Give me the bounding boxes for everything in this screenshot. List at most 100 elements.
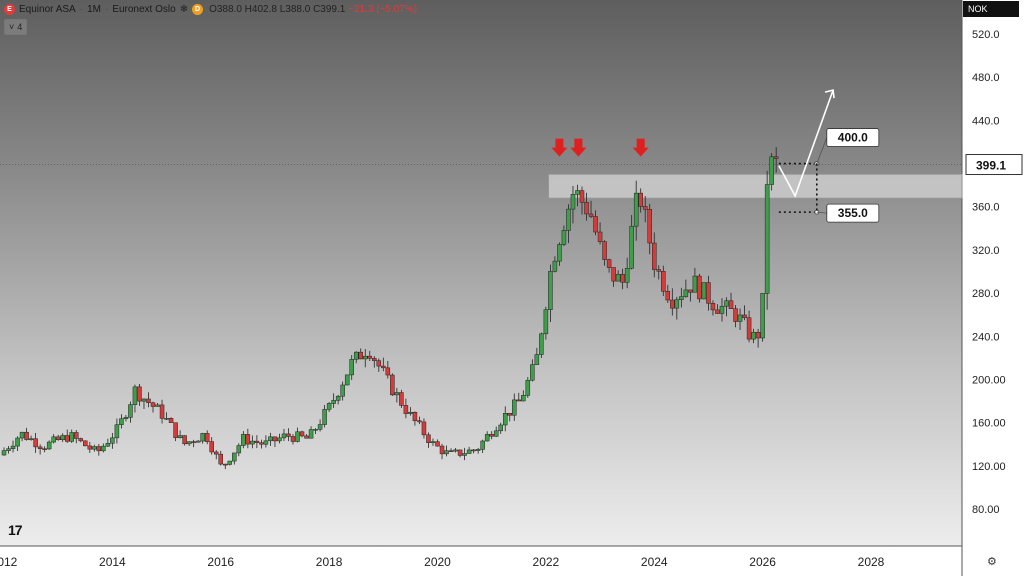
x-tick-label: 2024 — [641, 555, 668, 569]
y-tick-label: 520.0 — [972, 29, 1000, 41]
candle-body — [19, 431, 25, 439]
candle-body — [719, 305, 725, 314]
candle-body — [213, 451, 219, 455]
tradingview-logo: 17 — [8, 522, 23, 538]
candle-body — [475, 449, 481, 451]
candle-body — [74, 432, 79, 439]
candle-body — [344, 374, 350, 386]
candle-body — [37, 446, 43, 450]
target-label-box — [826, 203, 880, 223]
candle-body — [679, 296, 684, 300]
candle-body — [123, 417, 129, 419]
candle-body — [83, 440, 88, 447]
candle-body — [548, 271, 553, 310]
candle-body — [28, 438, 34, 440]
candle-body — [101, 445, 106, 452]
candle-body — [363, 355, 368, 360]
candle-body — [96, 446, 102, 452]
candle-body — [493, 430, 499, 437]
candle-body — [141, 398, 147, 402]
candle-body — [335, 395, 341, 401]
candle-body — [642, 206, 648, 210]
candle-body — [403, 405, 409, 414]
candle-body — [710, 303, 716, 311]
candle-body — [295, 431, 300, 442]
candle-body — [588, 213, 594, 217]
candle-body — [534, 354, 540, 365]
candle-body — [159, 404, 165, 419]
y-tick-label: 160.00 — [972, 418, 1006, 430]
candle-body — [326, 403, 332, 410]
candle-body — [304, 435, 309, 439]
candle-body — [128, 404, 133, 418]
candle-body — [33, 438, 38, 448]
price-axis-panel — [962, 0, 1024, 576]
separator-dot: · — [104, 3, 109, 15]
ohlc-values: O388.0 H402.8 L388.0 C399.1 −21.3 (−5.07… — [209, 4, 417, 15]
candle-body — [78, 438, 84, 442]
candle-body — [137, 386, 142, 402]
candle-body — [773, 156, 779, 159]
dividend-badge[interactable]: D — [192, 3, 204, 15]
y-tick-label: 320.0 — [972, 245, 1000, 257]
indicators-toggle-button[interactable]: ˅ 4 — [4, 19, 28, 35]
candle-body — [119, 418, 124, 425]
candle-body — [597, 231, 603, 242]
y-tick-label: 240.0 — [972, 331, 1000, 343]
candle-body — [724, 300, 729, 307]
chevron-down-icon: ˅ — [9, 22, 15, 32]
last-price-box — [965, 154, 1023, 176]
candle-body — [105, 443, 111, 447]
chart-header: E Equinor ASA · 1M · Euronext Oslo ❄ D O… — [4, 2, 417, 16]
candle-body — [453, 449, 458, 452]
candle-body — [6, 448, 11, 451]
candle-body — [602, 241, 607, 260]
interval-label[interactable]: 1M — [87, 3, 101, 15]
candle-body — [10, 445, 16, 449]
candle-body — [308, 429, 314, 439]
gear-icon[interactable]: ⚙ — [987, 556, 997, 568]
candle-body — [466, 449, 472, 454]
candle-body — [281, 433, 287, 439]
candle-body — [701, 282, 707, 300]
exchange-label: Euronext Oslo — [112, 3, 176, 15]
symbol-name[interactable]: Equinor ASA — [19, 3, 76, 15]
candle-body — [733, 308, 738, 322]
candle-body — [182, 435, 187, 445]
candle-body — [186, 441, 192, 445]
candle-body — [195, 440, 201, 443]
target-label: 400.0 — [838, 131, 868, 145]
candle-body — [760, 293, 765, 339]
candle-body — [331, 400, 336, 404]
candle-body — [656, 269, 662, 272]
candle-body — [557, 244, 562, 262]
time-axis-panel — [0, 546, 962, 576]
currency-badge[interactable]: NOK — [963, 1, 1019, 17]
low-value: L388.0 — [279, 3, 311, 15]
separator-dot: · — [79, 3, 84, 15]
candle-body — [706, 282, 711, 304]
candle-body — [498, 424, 503, 432]
x-tick-label: 2020 — [424, 555, 451, 569]
candle-body — [390, 374, 395, 396]
candle-body — [435, 441, 440, 447]
candle-body — [155, 404, 160, 407]
indicator-count: 4 — [17, 22, 23, 32]
candle-body — [277, 437, 282, 442]
target-label: 355.0 — [838, 206, 868, 220]
candle-body — [64, 435, 70, 442]
candle-body — [209, 441, 214, 453]
y-tick-label: 80.00 — [972, 504, 1000, 516]
candle-body — [200, 433, 205, 442]
x-tick-label: 2018 — [316, 555, 343, 569]
candle-body — [421, 421, 427, 436]
candle-body — [579, 190, 585, 203]
candle-body — [697, 275, 702, 300]
candle-body — [376, 360, 382, 367]
candle-body — [593, 216, 598, 233]
candle-body — [394, 392, 400, 396]
candle-body — [692, 275, 698, 293]
y-tick-label: 360.0 — [972, 202, 1000, 214]
